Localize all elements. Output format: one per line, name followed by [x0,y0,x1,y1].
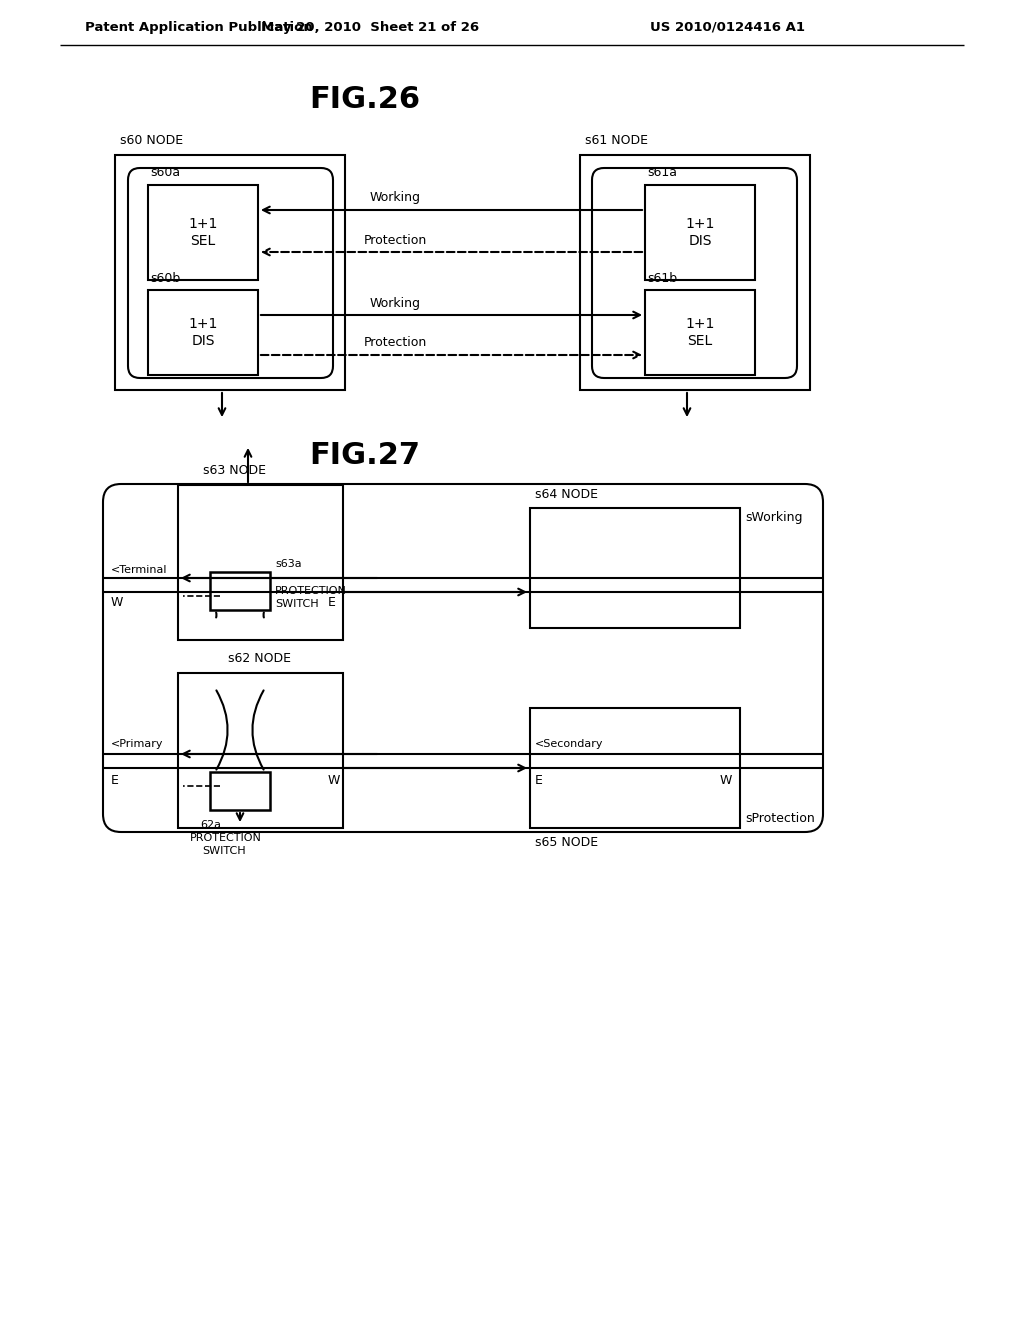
Text: s61 NODE: s61 NODE [585,135,648,148]
Bar [645,185,755,280]
Text: s61b: s61b [647,272,677,285]
Text: s60a: s60a [150,166,180,180]
Bar [210,572,270,610]
Text: s61a: s61a [647,166,677,180]
Text: s60b: s60b [150,272,180,285]
Bar [580,154,810,389]
Text: SWITCH: SWITCH [275,599,318,609]
Bar [178,673,343,828]
Text: FIG.26: FIG.26 [309,86,421,115]
Text: s65 NODE: s65 NODE [535,836,598,849]
Bar [178,484,343,640]
Text: May 20, 2010  Sheet 21 of 26: May 20, 2010 Sheet 21 of 26 [261,21,479,33]
Text: E: E [111,774,119,787]
Text: E: E [328,595,336,609]
FancyBboxPatch shape [103,484,823,832]
Text: Protection: Protection [364,337,427,350]
Bar [115,154,345,389]
Text: <Secondary: <Secondary [535,739,603,748]
Text: E: E [535,774,543,787]
Text: FIG.27: FIG.27 [309,441,421,470]
FancyBboxPatch shape [128,168,333,378]
Text: Working: Working [370,297,421,309]
Text: Protection: Protection [364,234,427,247]
Text: Patent Application Publication: Patent Application Publication [85,21,312,33]
Text: PROTECTION: PROTECTION [275,586,347,597]
Text: s63a: s63a [275,558,302,569]
Text: US 2010/0124416 A1: US 2010/0124416 A1 [650,21,805,33]
Text: 62a: 62a [200,820,221,830]
Text: PROTECTION: PROTECTION [190,833,262,843]
Text: s62 NODE: s62 NODE [228,652,291,665]
Bar [148,185,258,280]
Text: W: W [328,774,340,787]
FancyBboxPatch shape [592,168,797,378]
Text: 1+1
SEL: 1+1 SEL [188,218,218,248]
Bar [210,772,270,810]
Text: s63 NODE: s63 NODE [203,465,266,478]
Text: W: W [111,595,123,609]
Text: s60 NODE: s60 NODE [120,135,183,148]
Text: W: W [720,774,732,787]
Text: sProtection: sProtection [745,812,815,825]
Bar [530,708,740,828]
Bar [530,508,740,628]
Text: <Primary: <Primary [111,739,164,748]
Text: 1+1
SEL: 1+1 SEL [685,317,715,347]
Text: s64 NODE: s64 NODE [535,487,598,500]
Bar [645,290,755,375]
Text: 1+1
DIS: 1+1 DIS [188,317,218,347]
Text: Working: Working [370,191,421,205]
Bar [148,290,258,375]
Text: SWITCH: SWITCH [202,846,246,855]
Text: sWorking: sWorking [745,511,803,524]
Text: <Terminal: <Terminal [111,565,168,576]
Text: 1+1
DIS: 1+1 DIS [685,218,715,248]
